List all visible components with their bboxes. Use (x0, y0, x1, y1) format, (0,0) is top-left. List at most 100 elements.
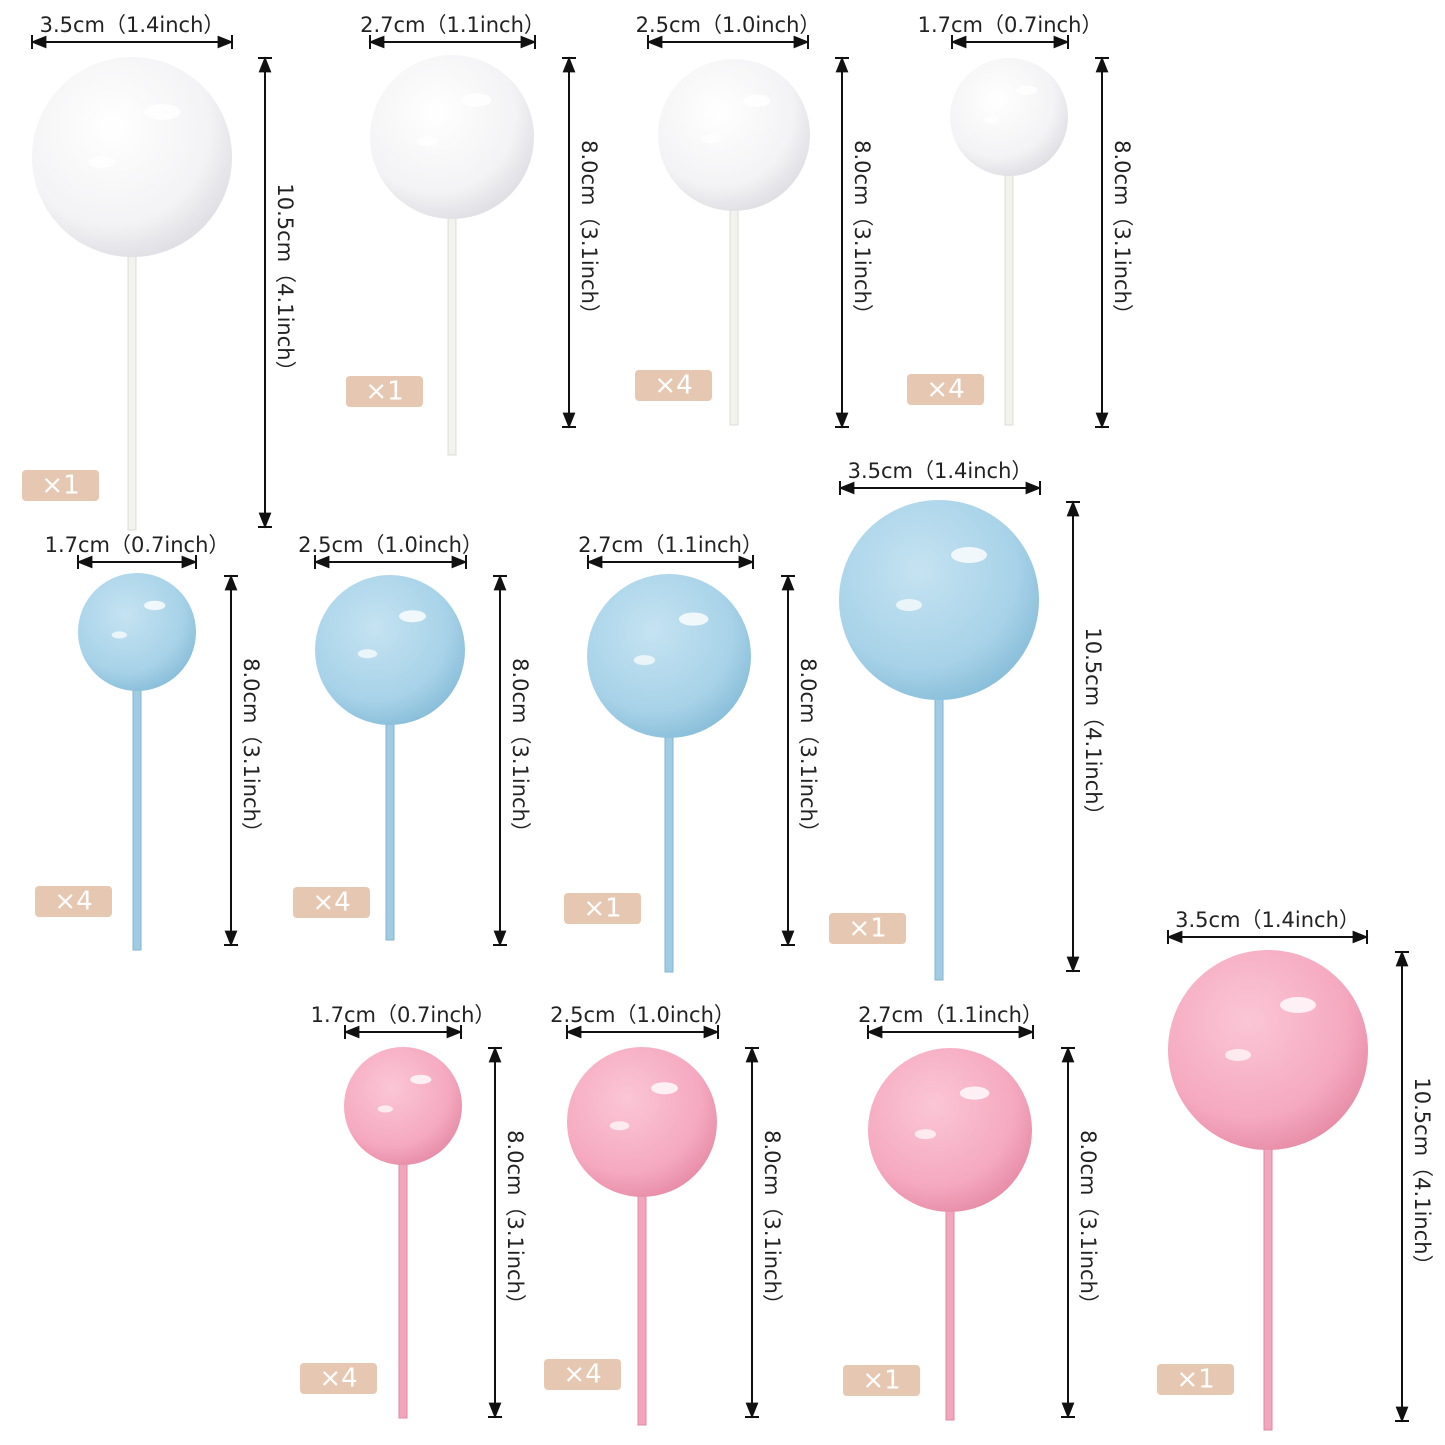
quantity-label: ×1 (862, 1366, 900, 1396)
ball (567, 1047, 717, 1197)
quantity-badge (843, 1365, 920, 1396)
ball (587, 574, 751, 738)
stick (1263, 1141, 1273, 1431)
width-label: 1.7cm（0.7inch） (311, 1003, 496, 1027)
width-label: 2.5cm（1.0inch） (298, 533, 483, 557)
width-label: 2.7cm（1.1inch） (360, 13, 545, 37)
stick (132, 682, 142, 951)
highlight (377, 1105, 393, 1113)
width-label: 2.7cm（1.1inch） (578, 533, 763, 557)
ball (32, 57, 232, 257)
topper: 3.5cm（1.4inch） 10.5cm（4.1inch） ×1 (829, 459, 1105, 981)
highlight (609, 1121, 630, 1131)
quantity-badge (907, 374, 984, 405)
quantity-badge (1157, 1364, 1234, 1395)
ball (315, 575, 465, 725)
ball (950, 58, 1068, 176)
topper: 2.7cm（1.1inch） 8.0cm（3.1inch） ×1 (843, 1003, 1100, 1421)
highlight (461, 93, 492, 107)
highlight (89, 156, 115, 168)
topper: 3.5cm（1.4inch） 10.5cm（4.1inch） ×1 (1157, 908, 1434, 1431)
quantity-badge (35, 886, 112, 917)
height-label: 10.5cm（4.1inch） (1410, 1077, 1434, 1275)
quantity-badge (544, 1359, 621, 1390)
height-label: 10.5cm（4.1inch） (1081, 627, 1105, 825)
stick (637, 1188, 647, 1426)
ball (370, 55, 534, 219)
highlight (410, 1074, 432, 1085)
stick (398, 1156, 408, 1419)
quantity-label: ×1 (583, 894, 621, 924)
height-label: 8.0cm（3.1inch） (239, 658, 263, 843)
highlight (111, 631, 127, 639)
topper: 2.5cm（1.0inch） 8.0cm（3.1inch） ×4 (293, 533, 532, 947)
topper: 1.7cm（0.7inch） 8.0cm（3.1inch） ×4 (35, 533, 263, 951)
quantity-label: ×1 (41, 471, 79, 501)
topper: 2.7cm（1.1inch） 8.0cm（3.1inch） ×1 (346, 13, 601, 456)
width-label: 2.5cm（1.0inch） (636, 13, 821, 37)
quantity-label: ×4 (312, 888, 350, 918)
highlight (144, 104, 180, 120)
width-label: 3.5cm（1.4inch） (1175, 908, 1360, 932)
stick (945, 1203, 955, 1421)
height-label: 8.0cm（3.1inch） (1076, 1130, 1100, 1315)
highlight (983, 116, 999, 124)
topper: 1.7cm（0.7inch） 8.0cm（3.1inch） ×4 (300, 1003, 527, 1419)
height-label: 8.0cm（3.1inch） (796, 658, 820, 843)
quantity-badge (564, 893, 641, 924)
stick (664, 729, 674, 973)
highlight (701, 134, 722, 144)
ball (658, 59, 810, 211)
stick (127, 248, 137, 531)
ball (78, 573, 196, 691)
topper: 1.7cm（0.7inch） 8.0cm（3.1inch） ×4 (907, 13, 1134, 429)
highlight (144, 600, 166, 611)
stick (385, 716, 395, 941)
topper: 2.7cm（1.1inch） 8.0cm（3.1inch） ×1 (564, 533, 820, 973)
quantity-label: ×4 (926, 375, 964, 405)
highlight (896, 599, 922, 611)
height-label: 10.5cm（4.1inch） (273, 183, 297, 381)
width-label: 1.7cm（0.7inch） (918, 13, 1103, 37)
highlight (357, 649, 378, 659)
height-label: 8.0cm（3.1inch） (577, 140, 601, 325)
quantity-label: ×4 (654, 371, 692, 401)
highlight (1280, 997, 1316, 1013)
topper: 2.5cm（1.0inch） 8.0cm（3.1inch） ×4 (635, 13, 874, 429)
quantity-label: ×4 (319, 1364, 357, 1394)
stick (934, 691, 944, 981)
quantity-badge (300, 1363, 377, 1394)
highlight (651, 1082, 678, 1095)
height-label: 8.0cm（3.1inch） (508, 658, 532, 843)
stick (447, 210, 457, 456)
stick (729, 202, 739, 426)
highlight (959, 1086, 990, 1100)
quantity-badge (829, 913, 906, 944)
topper: 3.5cm（1.4inch） 10.5cm（4.1inch） ×1 (22, 13, 297, 531)
highlight (399, 610, 426, 623)
quantity-badge (635, 370, 712, 401)
quantity-label: ×4 (563, 1360, 601, 1390)
width-label: 2.5cm（1.0inch） (550, 1003, 735, 1027)
ball (344, 1047, 462, 1165)
height-label: 8.0cm（3.1inch） (503, 1130, 527, 1315)
highlight (678, 612, 709, 626)
highlight (951, 547, 987, 563)
quantity-label: ×1 (1176, 1365, 1214, 1395)
height-label: 8.0cm（3.1inch） (1110, 140, 1134, 325)
stick (1004, 167, 1014, 426)
width-label: 1.7cm（0.7inch） (45, 533, 230, 557)
quantity-label: ×1 (365, 377, 403, 407)
height-label: 8.0cm（3.1inch） (760, 1130, 784, 1315)
ball (868, 1048, 1032, 1212)
quantity-badge (293, 887, 370, 918)
quantity-badge (22, 470, 99, 501)
ball (1168, 950, 1368, 1150)
quantity-badge (346, 376, 423, 407)
highlight (743, 94, 771, 107)
ball (839, 500, 1039, 700)
width-label: 3.5cm（1.4inch） (848, 459, 1033, 483)
height-label: 8.0cm（3.1inch） (850, 140, 874, 325)
highlight (416, 136, 439, 147)
